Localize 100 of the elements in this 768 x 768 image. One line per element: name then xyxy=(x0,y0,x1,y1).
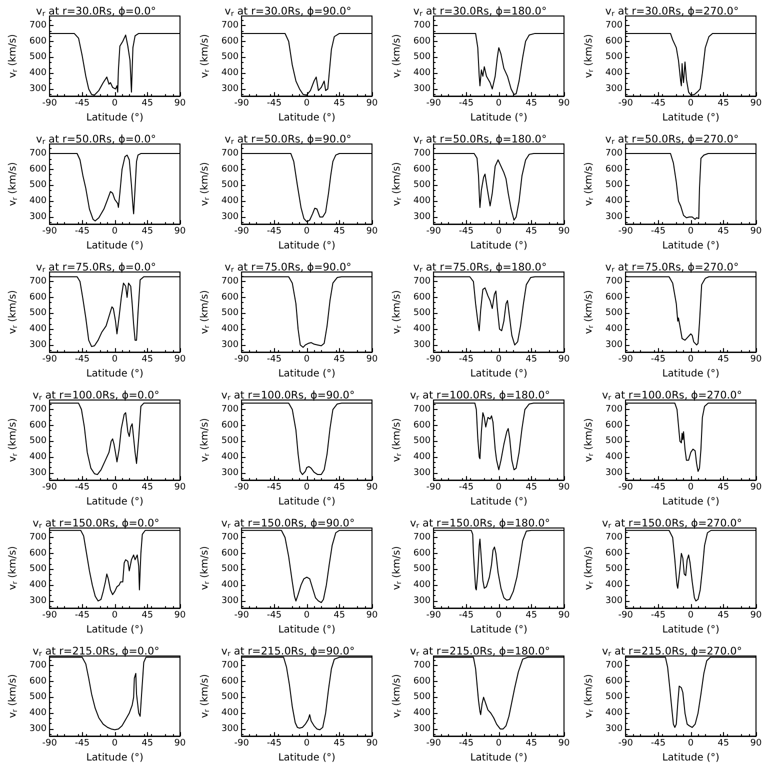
y-tick-label: 400 xyxy=(29,196,47,206)
x-axis-title: Latitude (°) xyxy=(86,240,144,252)
x-tick-label: -90 xyxy=(234,610,250,621)
y-tick-label: 700 xyxy=(605,276,623,287)
y-tick-label: 700 xyxy=(605,404,623,415)
x-axis-title: Latitude (°) xyxy=(86,496,144,508)
x-tick-label: -45 xyxy=(650,610,666,621)
y-tick-label: 400 xyxy=(29,452,47,462)
x-tick-label: -90 xyxy=(42,482,58,493)
x-tick-label: 45 xyxy=(334,482,346,493)
x-tick-label: 45 xyxy=(334,98,346,109)
y-tick-label: 500 xyxy=(605,52,623,62)
x-tick-label: -45 xyxy=(650,482,666,493)
x-tick-label: 0 xyxy=(112,226,118,237)
x-tick-label: -45 xyxy=(266,98,282,109)
y-tick-label: 400 xyxy=(413,708,431,718)
x-tick-label: 45 xyxy=(334,610,346,621)
y-tick-label: 300 xyxy=(221,340,239,350)
y-tick-label: 500 xyxy=(29,564,47,574)
y-tick-label: 600 xyxy=(413,36,431,46)
y-tick-label: 500 xyxy=(29,308,47,318)
x-tick-label: 90 xyxy=(366,354,378,365)
x-tick-label: 90 xyxy=(174,738,186,749)
x-axis-title: Latitude (°) xyxy=(662,624,720,636)
x-tick-label: -90 xyxy=(42,226,58,237)
x-axis-title: Latitude (°) xyxy=(278,240,336,252)
x-tick-label: 90 xyxy=(366,226,378,237)
x-axis-title: Latitude (°) xyxy=(662,112,720,124)
x-tick-label: 90 xyxy=(366,738,378,749)
x-tick-label: -90 xyxy=(42,354,58,365)
y-tick-label: 600 xyxy=(605,164,623,174)
y-tick-label: 700 xyxy=(605,660,623,671)
x-tick-label: 0 xyxy=(496,354,502,365)
x-tick-label: 0 xyxy=(496,226,502,237)
y-tick-label: 700 xyxy=(605,532,623,543)
y-tick-label: 300 xyxy=(605,596,623,606)
x-axis-title: Latitude (°) xyxy=(470,496,528,508)
x-tick-label: 90 xyxy=(558,98,570,109)
x-tick-label: 90 xyxy=(558,738,570,749)
y-tick-label: 400 xyxy=(29,68,47,78)
x-tick-label: -45 xyxy=(458,226,474,237)
x-tick-label: 45 xyxy=(142,98,154,109)
y-tick-label: 700 xyxy=(413,148,431,159)
y-tick-label: 300 xyxy=(221,468,239,478)
y-tick-label: 400 xyxy=(221,68,239,78)
y-tick-label: 600 xyxy=(413,292,431,302)
y-tick-label: 500 xyxy=(221,692,239,702)
x-tick-label: 0 xyxy=(688,738,694,749)
x-tick-label: 90 xyxy=(174,226,186,237)
y-tick-label: 600 xyxy=(221,36,239,46)
x-axis-title: Latitude (°) xyxy=(470,752,528,764)
x-tick-label: -45 xyxy=(266,738,282,749)
y-tick-label: 500 xyxy=(605,692,623,702)
y-tick-label: 700 xyxy=(221,20,239,31)
y-tick-label: 500 xyxy=(221,180,239,190)
y-tick-label: 700 xyxy=(221,532,239,543)
x-tick-label: 0 xyxy=(304,354,310,365)
y-tick-label: 400 xyxy=(221,708,239,718)
y-tick-label: 500 xyxy=(413,692,431,702)
x-tick-label: 45 xyxy=(334,226,346,237)
y-tick-label: 400 xyxy=(413,580,431,590)
x-tick-label: -45 xyxy=(458,738,474,749)
y-tick-label: 400 xyxy=(605,324,623,334)
y-tick-label: 400 xyxy=(413,452,431,462)
x-tick-label: 90 xyxy=(558,354,570,365)
x-tick-label: 0 xyxy=(496,482,502,493)
x-tick-label: 90 xyxy=(558,226,570,237)
x-tick-label: 0 xyxy=(688,226,694,237)
x-tick-label: -45 xyxy=(650,226,666,237)
y-tick-label: 700 xyxy=(221,276,239,287)
x-tick-label: -45 xyxy=(74,482,90,493)
x-tick-label: 90 xyxy=(750,226,762,237)
x-axis-title: Latitude (°) xyxy=(278,624,336,636)
y-tick-label: 500 xyxy=(221,52,239,62)
y-tick-label: 300 xyxy=(29,84,47,94)
x-tick-label: 90 xyxy=(366,610,378,621)
x-tick-label: 0 xyxy=(496,738,502,749)
x-tick-label: -45 xyxy=(266,226,282,237)
y-tick-label: 500 xyxy=(605,564,623,574)
x-axis-title: Latitude (°) xyxy=(86,112,144,124)
y-tick-label: 300 xyxy=(221,596,239,606)
x-tick-label: -90 xyxy=(618,226,634,237)
x-tick-label: 45 xyxy=(526,98,538,109)
x-tick-label: 45 xyxy=(526,610,538,621)
y-tick-label: 700 xyxy=(29,532,47,543)
y-tick-label: 400 xyxy=(605,196,623,206)
y-tick-label: 300 xyxy=(221,84,239,94)
x-tick-label: 0 xyxy=(112,482,118,493)
y-tick-label: 700 xyxy=(221,660,239,671)
x-tick-label: -45 xyxy=(458,354,474,365)
y-tick-label: 500 xyxy=(413,436,431,446)
x-tick-label: 45 xyxy=(718,354,730,365)
y-tick-label: 400 xyxy=(413,68,431,78)
x-tick-label: 90 xyxy=(750,354,762,365)
x-tick-label: 45 xyxy=(718,738,730,749)
x-tick-label: -45 xyxy=(650,738,666,749)
y-tick-label: 400 xyxy=(413,324,431,334)
x-tick-label: -90 xyxy=(234,354,250,365)
x-tick-label: 45 xyxy=(142,738,154,749)
x-tick-label: 90 xyxy=(174,482,186,493)
